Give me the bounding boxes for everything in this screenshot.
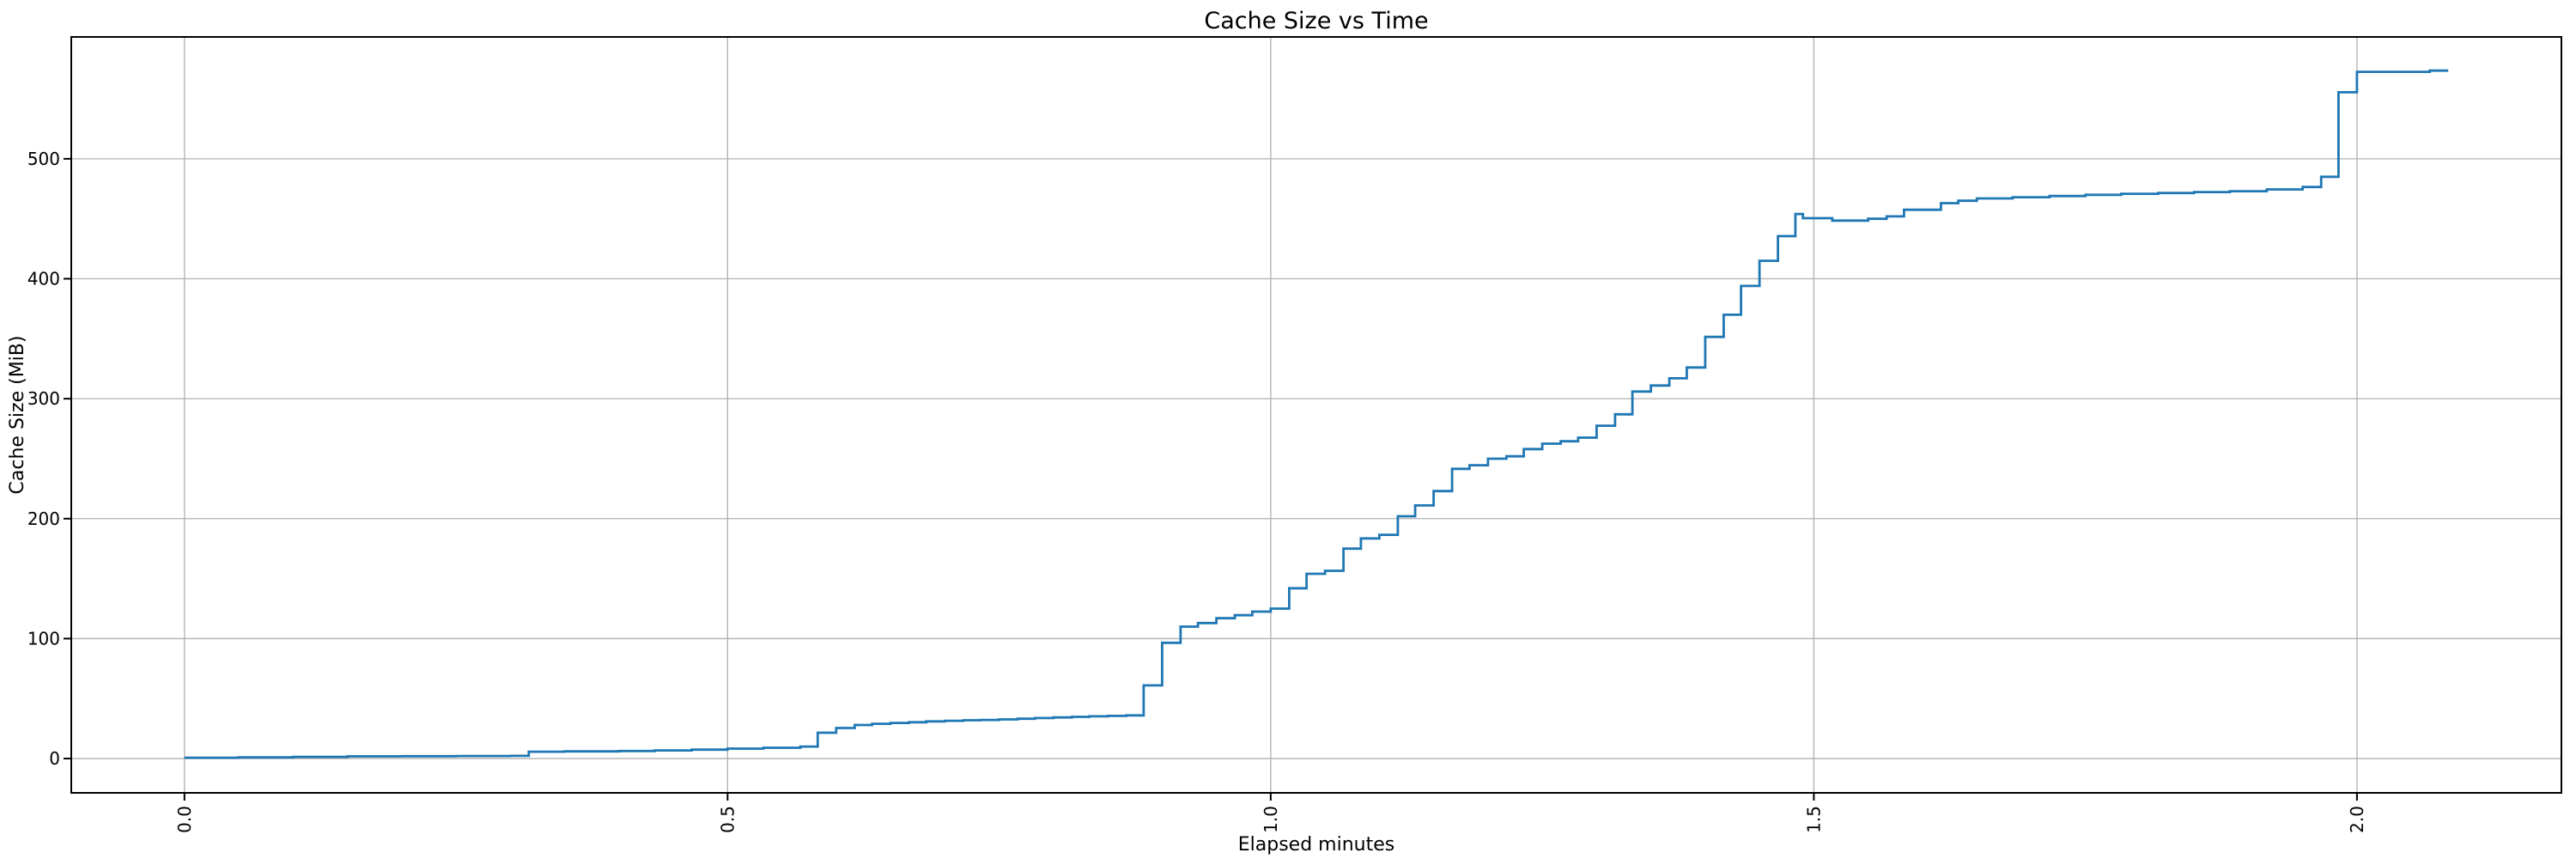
chart-title: Cache Size vs Time xyxy=(1204,8,1428,34)
grid-layer xyxy=(71,37,2561,793)
x-tick-label: 0.0 xyxy=(174,806,195,833)
y-tick-label: 0 xyxy=(49,748,60,769)
x-axis-label: Elapsed minutes xyxy=(1238,834,1394,856)
x-tick-label: 1.0 xyxy=(1261,806,1281,833)
y-tick-label: 100 xyxy=(27,628,60,649)
y-axis-label: Cache Size (MiB) xyxy=(7,336,28,495)
x-tick-label: 0.5 xyxy=(717,806,738,833)
y-tick-label: 300 xyxy=(27,388,60,409)
tick-layer: 0.0 0.5 1.0 1.5 2.0 0 100 200 300 400 500 xyxy=(27,149,2367,833)
y-tick-label: 500 xyxy=(27,149,60,169)
x-tick-label: 1.5 xyxy=(1803,806,1824,833)
y-tick-label: 200 xyxy=(27,509,60,529)
cache-size-series-line xyxy=(184,69,2449,759)
y-tick-label: 400 xyxy=(27,269,60,289)
plot-border xyxy=(70,36,2562,794)
series-layer xyxy=(184,69,2449,759)
x-tick-label: 2.0 xyxy=(2347,806,2367,833)
